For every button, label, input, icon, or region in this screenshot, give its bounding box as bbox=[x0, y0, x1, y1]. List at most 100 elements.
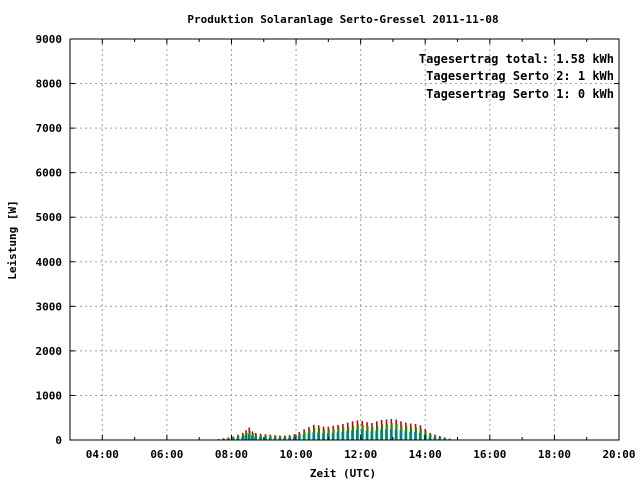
bar-serto2 bbox=[386, 423, 388, 440]
bar-serto2 bbox=[420, 428, 422, 440]
bar-serto1 bbox=[307, 433, 310, 440]
y-tick-label: 4000 bbox=[36, 256, 63, 269]
bar-serto1 bbox=[312, 432, 315, 440]
bar-serto2 bbox=[337, 427, 340, 440]
x-tick-label: 20:00 bbox=[602, 448, 635, 461]
x-tick-label: 08:00 bbox=[215, 448, 248, 461]
bar-serto2 bbox=[444, 437, 447, 440]
bar-serto1 bbox=[365, 430, 368, 440]
bar-serto1 bbox=[414, 431, 416, 440]
bar-serto2 bbox=[279, 436, 282, 440]
bar-serto2 bbox=[313, 427, 316, 440]
bar-serto2 bbox=[415, 427, 417, 440]
bar-serto2 bbox=[242, 434, 245, 440]
bar-serto1 bbox=[443, 438, 445, 440]
bar-serto1 bbox=[356, 429, 358, 440]
bar-serto2 bbox=[270, 435, 272, 440]
bar-serto2 bbox=[425, 431, 427, 440]
bar-serto1 bbox=[385, 429, 387, 440]
bar-serto2 bbox=[342, 427, 345, 440]
bar-serto1 bbox=[380, 429, 382, 440]
bar-serto2 bbox=[265, 435, 267, 440]
bar-serto2 bbox=[371, 426, 374, 440]
bar-serto2 bbox=[232, 437, 235, 440]
legend: Tagesertrag total: 1.58 kWh Tagesertrag … bbox=[419, 52, 614, 101]
axis-ticks bbox=[69, 38, 620, 441]
x-axis-label: Zeit (UTC) bbox=[310, 467, 376, 480]
y-tick-label: 6000 bbox=[36, 167, 63, 180]
bar-serto2 bbox=[289, 436, 291, 440]
chart-title: Produktion Solaranlage Serto-Gressel 201… bbox=[187, 13, 498, 26]
bar-serto2 bbox=[228, 437, 230, 440]
x-tick-label: 16:00 bbox=[473, 448, 506, 461]
bar-serto2 bbox=[237, 435, 240, 440]
bar-serto1 bbox=[375, 430, 377, 440]
legend-entry-total: Tagesertrag total: 1.58 kWh bbox=[419, 52, 614, 66]
bar-serto2 bbox=[249, 430, 251, 440]
bar-serto1 bbox=[409, 431, 411, 440]
bar-serto2 bbox=[357, 424, 359, 440]
bar-serto2 bbox=[395, 423, 398, 440]
bar-serto2 bbox=[274, 436, 277, 440]
bar-serto2 bbox=[328, 429, 330, 440]
bar-serto2 bbox=[323, 429, 325, 440]
bar-serto2 bbox=[439, 436, 442, 440]
bar-serto1 bbox=[297, 435, 300, 440]
bar-serto1 bbox=[360, 430, 363, 440]
x-tick-label: 18:00 bbox=[538, 448, 571, 461]
y-tick-label: 2000 bbox=[36, 345, 63, 358]
bar-serto1 bbox=[389, 429, 392, 440]
bar-serto1 bbox=[226, 438, 229, 440]
y-tick-label: 3000 bbox=[36, 300, 63, 313]
bar-serto1 bbox=[346, 431, 348, 440]
bar-serto2 bbox=[303, 431, 306, 440]
legend-entry-serto1: Tagesertrag Serto 1: 0 kWh bbox=[426, 87, 614, 101]
bar-serto2 bbox=[299, 433, 301, 440]
bar-serto1 bbox=[341, 431, 344, 440]
bar-serto1 bbox=[259, 436, 261, 440]
bar-serto2 bbox=[410, 427, 413, 440]
bar-serto2 bbox=[255, 434, 258, 440]
bar-serto1 bbox=[317, 432, 319, 440]
x-tick-label: 14:00 bbox=[409, 448, 442, 461]
y-tick-label: 1000 bbox=[36, 389, 63, 402]
bar-serto2 bbox=[405, 426, 408, 440]
bar-serto2 bbox=[284, 436, 287, 440]
bar-serto1 bbox=[322, 433, 324, 440]
bar-serto2 bbox=[429, 434, 432, 440]
x-tick-label: 06:00 bbox=[150, 448, 183, 461]
bar-serto2 bbox=[245, 432, 248, 440]
bar-serto2 bbox=[381, 423, 384, 440]
plot-frame bbox=[69, 38, 620, 441]
bar-serto2 bbox=[223, 438, 225, 440]
bar-serto1 bbox=[404, 431, 407, 440]
bar-serto1 bbox=[326, 433, 329, 440]
y-tick-label: 8000 bbox=[36, 78, 63, 91]
bar-serto1 bbox=[302, 434, 305, 440]
x-tick-label: 10:00 bbox=[279, 448, 312, 461]
bar-serto2 bbox=[252, 433, 254, 440]
bar-serto1 bbox=[418, 432, 421, 440]
y-tick-label: 5000 bbox=[36, 211, 63, 224]
bar-serto2 bbox=[352, 425, 354, 440]
x-tick-label: 04:00 bbox=[86, 448, 119, 461]
bar-serto1 bbox=[336, 432, 339, 440]
bar-serto2 bbox=[260, 435, 262, 440]
bar-serto1 bbox=[268, 437, 271, 440]
bar-serto1 bbox=[331, 432, 334, 440]
bar-serto1 bbox=[278, 437, 281, 440]
bar-serto2 bbox=[366, 425, 369, 440]
bar-serto1 bbox=[399, 430, 402, 440]
bar-serto1 bbox=[288, 437, 290, 440]
y-tick-labels: 0 1000 2000 3000 4000 5000 6000 7000 8000 9000 bbox=[36, 33, 63, 447]
bar-serto1 bbox=[423, 434, 426, 440]
bar-serto2 bbox=[308, 429, 311, 440]
y-tick-label: 0 bbox=[55, 434, 62, 447]
x-tick-label: 12:00 bbox=[344, 448, 377, 461]
legend-entry-serto2: Tagesertrag Serto 2: 1 kWh bbox=[426, 69, 614, 83]
bar-serto2 bbox=[376, 425, 379, 440]
bar-serto2 bbox=[332, 428, 335, 440]
bar-serto1 bbox=[251, 435, 253, 440]
